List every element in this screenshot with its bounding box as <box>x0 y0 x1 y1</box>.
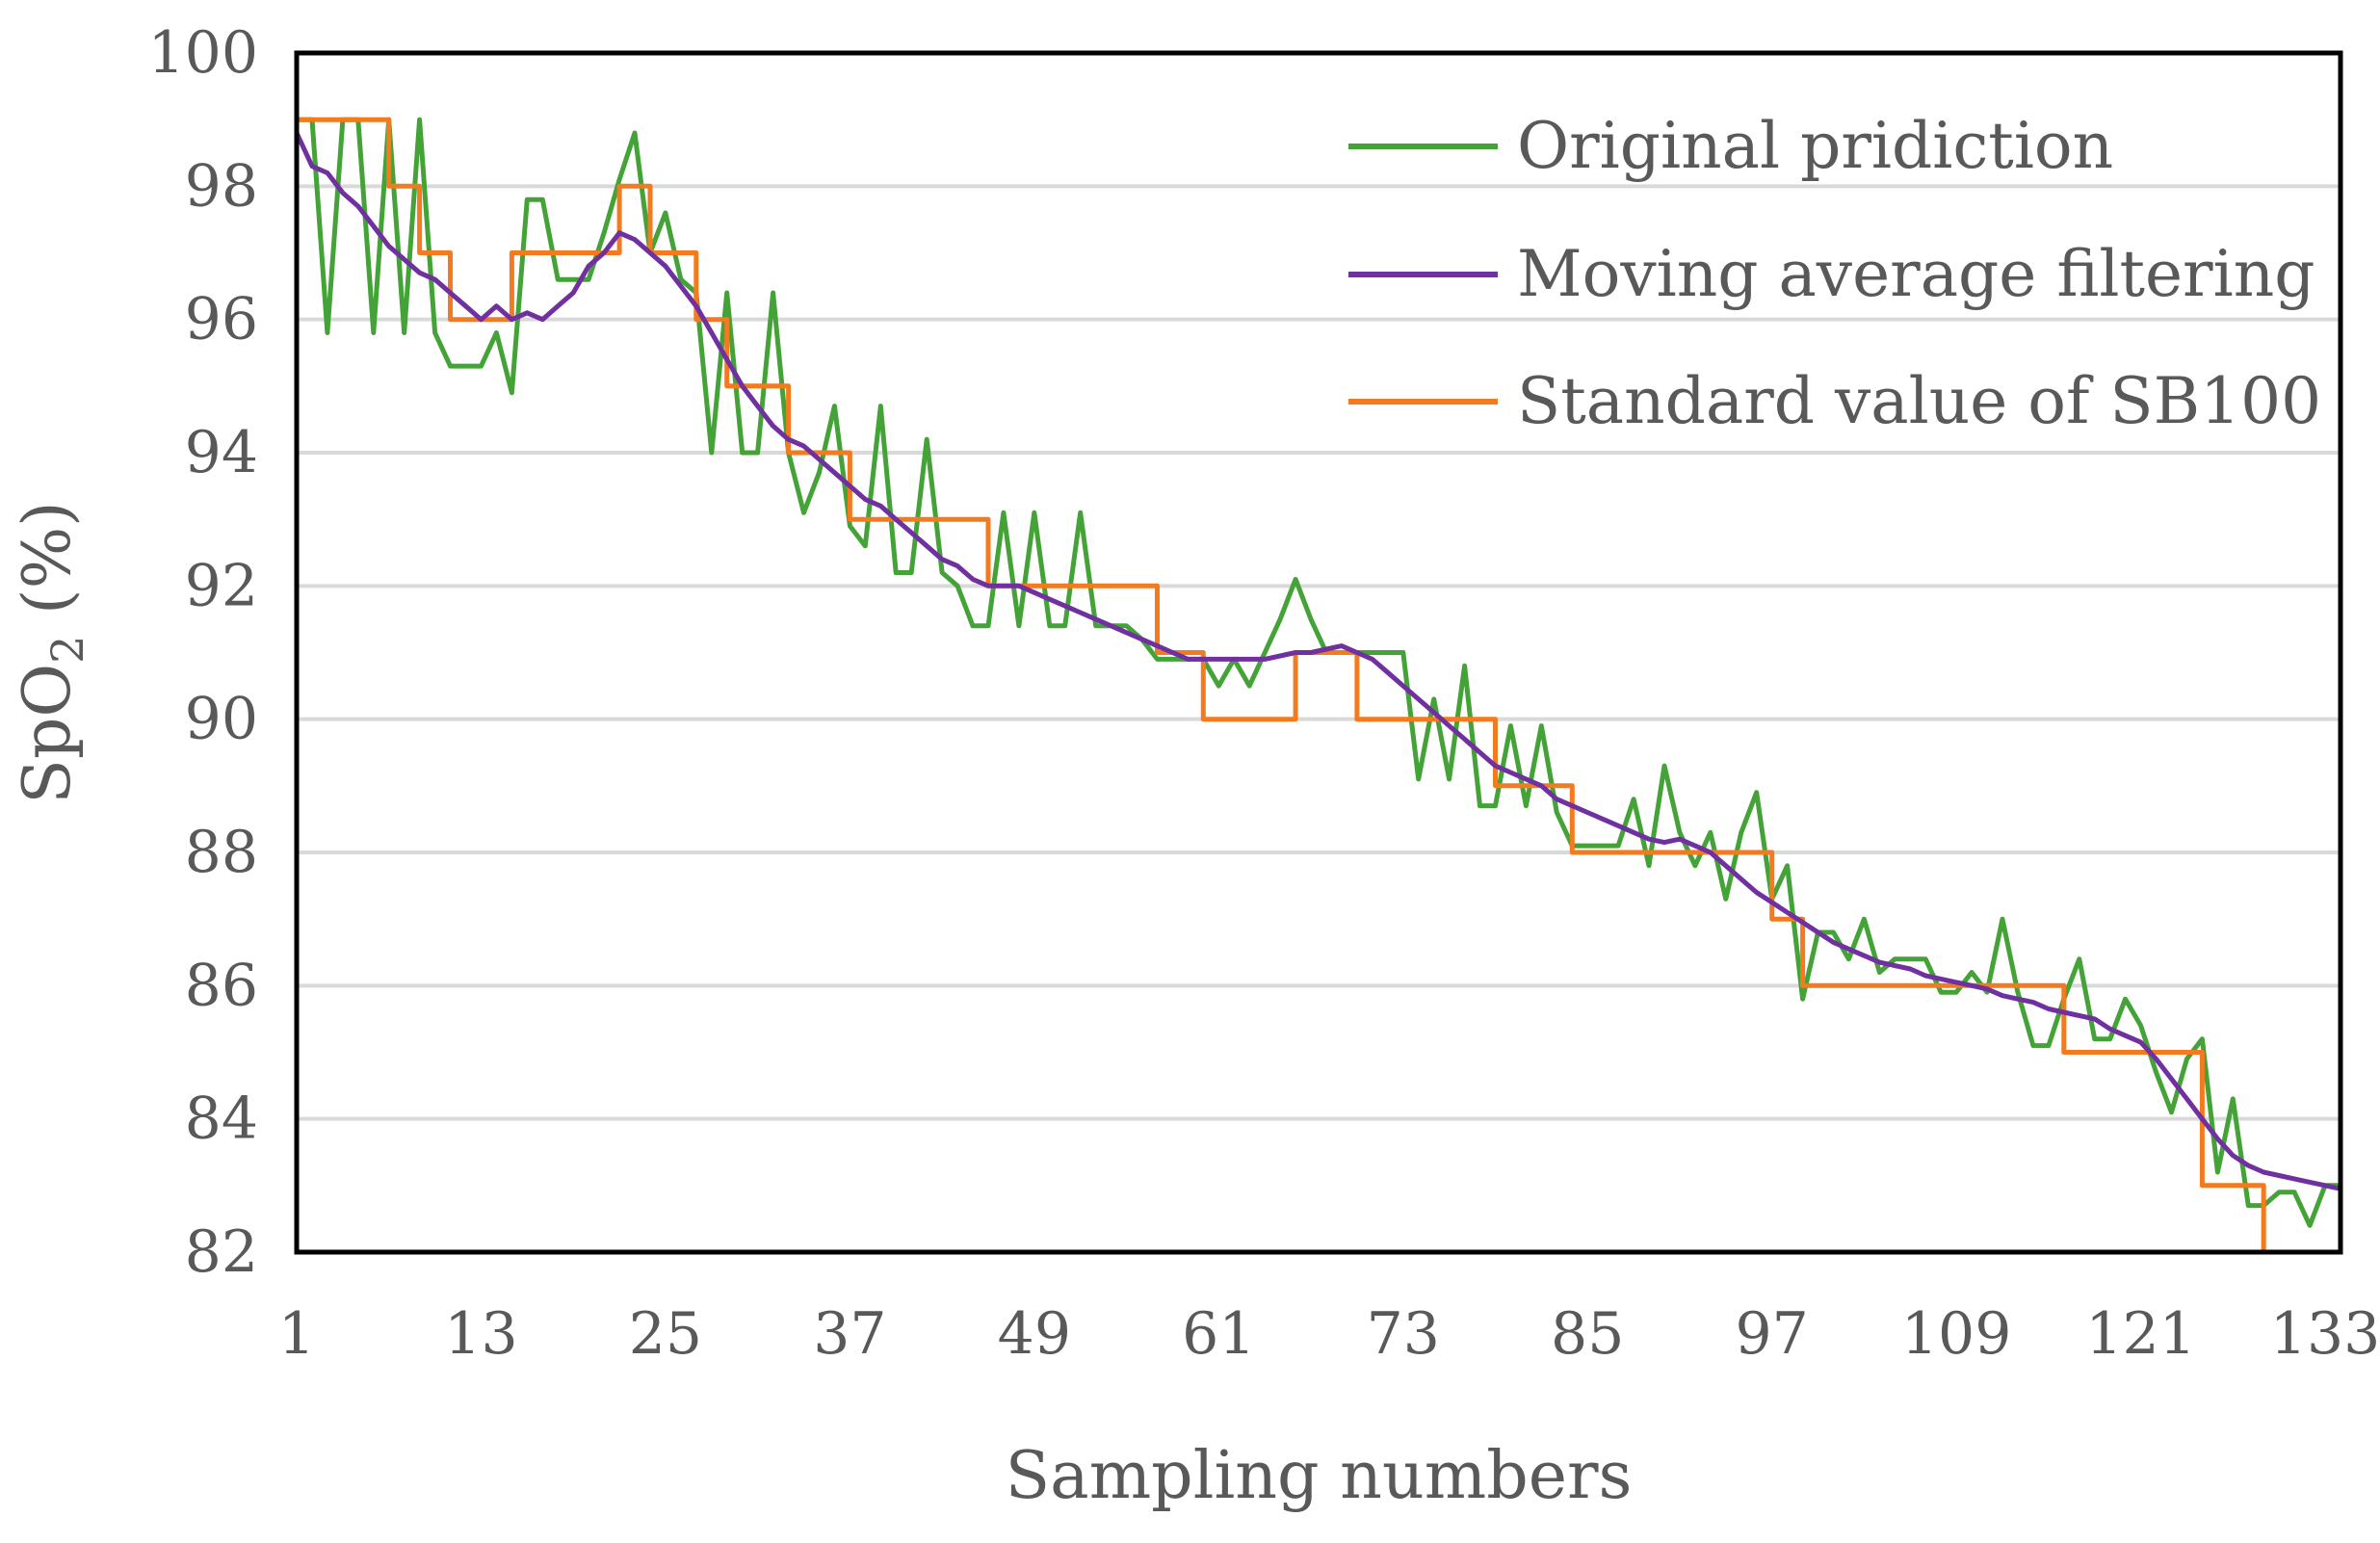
y-axis-title-unit: (%) <box>10 501 86 635</box>
y-axis-title: SpO2 (%) <box>10 501 93 803</box>
y-tick-label-92: 92 <box>185 552 258 619</box>
y-tick-label-88: 88 <box>185 819 258 886</box>
series-lines <box>294 117 2343 1255</box>
legend-label-2: Moving average filtering <box>1517 237 2315 311</box>
series-line-moving-average-filtering <box>294 130 2343 1191</box>
y-tick-label-90: 90 <box>185 686 258 753</box>
x-tick-label-73: 73 <box>1367 1300 1440 1368</box>
x-tick-label-25: 25 <box>629 1300 702 1368</box>
gridlines <box>297 184 2341 1121</box>
series-line-standard-value-of-sb100 <box>294 117 2343 1255</box>
x-tick-label-121: 121 <box>2085 1300 2196 1368</box>
x-tick-label-37: 37 <box>813 1300 886 1368</box>
y-tick-labels: 82 84 86 88 90 92 94 96 98 100 <box>147 19 258 1286</box>
y-tick-label-94: 94 <box>185 419 258 486</box>
y-tick-label-86: 86 <box>185 952 258 1019</box>
x-tick-label-49: 49 <box>998 1300 1071 1368</box>
legend-label-1: Original pridiction <box>1517 109 2113 183</box>
y-axis-title-main: SpO <box>10 664 86 804</box>
x-tick-label-61: 61 <box>1182 1300 1255 1368</box>
x-tick-label-1: 1 <box>278 1300 315 1368</box>
y-tick-label-100: 100 <box>147 19 258 87</box>
legend-label-3: Standard value of SB100 <box>1517 364 2321 438</box>
x-tick-labels: 1 13 25 37 49 61 73 85 97 109 121 133 <box>278 1300 2380 1368</box>
y-tick-label-82: 82 <box>185 1218 258 1286</box>
x-axis-title: Sampling numbers <box>1006 1438 1633 1514</box>
legend: Original pridiction Moving average filter… <box>1348 109 2321 438</box>
x-tick-label-97: 97 <box>1735 1300 1808 1368</box>
y-tick-label-98: 98 <box>185 152 258 220</box>
x-tick-label-109: 109 <box>1901 1300 2012 1368</box>
x-tick-label-13: 13 <box>444 1300 517 1368</box>
series-line-original-pridiction <box>294 117 2343 1228</box>
y-tick-label-96: 96 <box>185 286 258 353</box>
plot-frame <box>294 50 2343 1255</box>
x-tick-label-85: 85 <box>1551 1300 1624 1368</box>
y-tick-label-84: 84 <box>185 1085 258 1153</box>
x-tick-label-133: 133 <box>2270 1300 2380 1368</box>
y-axis-title-subscript: 2 <box>41 636 93 664</box>
